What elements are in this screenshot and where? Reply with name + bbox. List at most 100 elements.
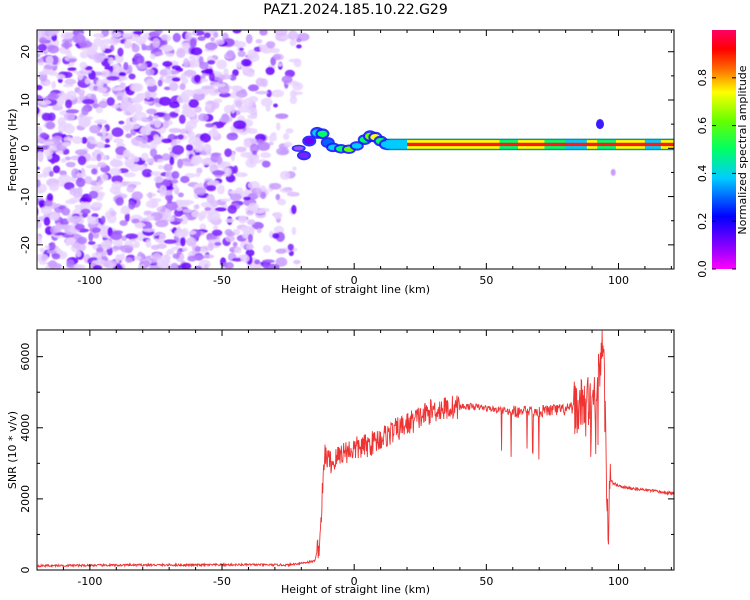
- heatmap-cell: [275, 113, 289, 119]
- heatmap-cell: [44, 149, 53, 156]
- colorbar-gradient: [712, 30, 736, 269]
- heatmap-cell: [112, 239, 123, 247]
- heatmap-cell: [243, 139, 252, 148]
- heatmap-cell: [149, 120, 155, 125]
- heatmap-cell: [88, 190, 99, 199]
- heatmap-cell: [153, 134, 160, 142]
- snr-y-ticks: 0 2000 4000 6000: [19, 343, 674, 574]
- heatmap-cell: [135, 35, 147, 45]
- heatmap-cell: [251, 154, 258, 159]
- heatmap-cell: [194, 246, 201, 253]
- heatmap-y-axis-label: Frequency (Hz): [6, 109, 19, 192]
- heatmap-y-tick-label: 0: [19, 145, 32, 152]
- heatmap-cell: [200, 158, 211, 166]
- heatmap-cell: [219, 92, 231, 98]
- heatmap-cell: [237, 50, 246, 58]
- heatmap-coherent-line: [291, 119, 674, 161]
- heatmap-cell: [190, 118, 199, 124]
- heatmap-cell: [67, 67, 77, 72]
- heatmap-cell: [174, 108, 180, 114]
- heatmap-cell: [136, 93, 144, 100]
- heatmap-cell: [99, 173, 109, 182]
- heatmap-cell: [204, 68, 211, 75]
- heatmap-cell: [259, 30, 268, 36]
- heatmap-cell: [291, 204, 297, 215]
- snr-x-ticks: -100 -50 0 50 100: [36, 330, 672, 588]
- heatmap-cell: [52, 165, 61, 174]
- heatmap-cell: [351, 143, 362, 149]
- heatmap-cell: [167, 198, 172, 204]
- heatmap-cell: [235, 146, 247, 153]
- heatmap-cell: [75, 242, 87, 252]
- heatmap-cell: [247, 114, 258, 120]
- heatmap-cell: [38, 62, 44, 66]
- heatmap-cell: [37, 154, 38, 157]
- heatmap-cell: [212, 170, 226, 176]
- heatmap-cell: [153, 175, 164, 184]
- heatmap-cell: [193, 142, 202, 153]
- heatmap-y-ticks: -20 -10 0 10 20: [19, 45, 674, 270]
- heatmap-cell: [63, 112, 76, 121]
- snr-y-axis-label: SNR (10 * v/v): [6, 411, 19, 489]
- heatmap-cell: [249, 143, 259, 154]
- heatmap-cell: [69, 197, 81, 203]
- heatmap-cell: [164, 207, 172, 218]
- heatmap-cell: [122, 32, 132, 38]
- heatmap-cell: [152, 115, 159, 120]
- heatmap-cell: [208, 210, 221, 221]
- heatmap-cell: [37, 207, 39, 217]
- heatmap-cell: [127, 64, 133, 75]
- heatmap-cell: [255, 38, 263, 44]
- heatmap-cell: [96, 247, 104, 253]
- heatmap-cell: [118, 120, 125, 125]
- heatmap-cell: [143, 210, 152, 215]
- heatmap-cell: [131, 44, 140, 53]
- heatmap-cell: [37, 106, 40, 115]
- heatmap-cell: [45, 154, 53, 160]
- heatmap-cell: [84, 78, 91, 85]
- heatmap-cell: [75, 250, 82, 258]
- heatmap-cell: [141, 168, 153, 178]
- heatmap-cell: [119, 71, 127, 78]
- heatmap-cell: [108, 57, 114, 65]
- heatmap-cell: [65, 161, 76, 168]
- colorbar: 0.0 0.2 0.4 0.6 0.8 Normalized spectral ampl…: [696, 30, 749, 278]
- heatmap-cell: [45, 55, 54, 65]
- heatmap-cell: [163, 163, 173, 172]
- heatmap-cell: [73, 191, 83, 199]
- heatmap-cell: [255, 90, 269, 95]
- heatmap-cell: [220, 161, 231, 168]
- heatmap-cell: [254, 259, 261, 265]
- heatmap-cell: [206, 184, 217, 192]
- heatmap-cell: [230, 151, 236, 162]
- heatmap-cell: [38, 199, 46, 207]
- heatmap-cell: [109, 167, 121, 176]
- heatmap-cell: [226, 231, 235, 237]
- heatmap-cell: [284, 141, 293, 148]
- heatmap-cell: [37, 43, 47, 52]
- heatmap-cell: [234, 100, 243, 108]
- heatmap-cell: [89, 156, 99, 162]
- snr-frame: [36, 329, 675, 571]
- heatmap-cell: [149, 147, 158, 158]
- heatmap-cell: [123, 152, 135, 158]
- heatmap-cell: [193, 74, 201, 83]
- heatmap-cell: [152, 253, 162, 261]
- heatmap-cell: [205, 123, 214, 128]
- heatmap-cell: [273, 103, 278, 108]
- heatmap-cell: [46, 30, 57, 37]
- heatmap-cell: [275, 257, 288, 267]
- heatmap-cell: [210, 37, 215, 42]
- heatmap-cell: [183, 69, 197, 76]
- heatmap-cell: [189, 38, 197, 48]
- heatmap-cell: [245, 210, 254, 216]
- heatmap-cell: [43, 99, 52, 105]
- heatmap-cell: [256, 228, 262, 234]
- heatmap-cell: [125, 257, 133, 263]
- heatmap-cell: [125, 233, 139, 240]
- heatmap-cell: [242, 64, 250, 74]
- snr-y-tick-label: 2000: [19, 485, 32, 513]
- heatmap-cell: [66, 259, 75, 268]
- heatmap-cell: [132, 114, 138, 123]
- heatmap-cell: [92, 203, 103, 208]
